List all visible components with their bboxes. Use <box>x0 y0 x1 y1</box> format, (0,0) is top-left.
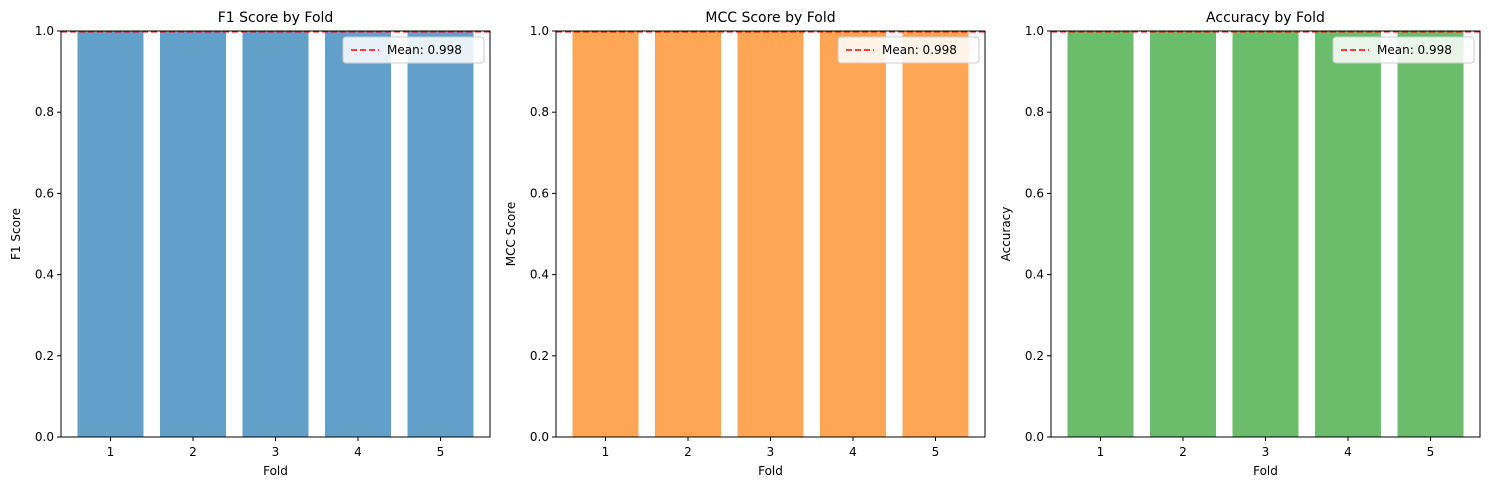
x-tick-label: 4 <box>849 445 857 459</box>
bar-fold-5 <box>407 31 474 437</box>
legend-box <box>342 36 485 64</box>
x-tick-label: 2 <box>1179 445 1187 459</box>
x-axis-label: Fold <box>758 464 783 478</box>
bar-fold-4 <box>325 31 391 437</box>
y-axis-label: F1 Score <box>9 208 23 260</box>
chart-title: F1 Score by Fold <box>218 10 334 26</box>
y-tick-label: 0.2 <box>530 349 549 363</box>
bar-fold-2 <box>655 31 721 437</box>
x-tick-label: 3 <box>272 445 280 459</box>
bar-fold-1 <box>1067 31 1134 437</box>
y-axis-label: MCC Score <box>504 202 518 267</box>
x-axis-label: Fold <box>263 464 288 478</box>
y-tick-label: 0.6 <box>530 186 549 200</box>
bar-fold-4 <box>820 31 886 437</box>
bar-fold-5 <box>902 31 969 437</box>
x-axis-label: Fold <box>1253 464 1278 478</box>
y-tick-label: 0.8 <box>35 105 54 119</box>
legend-box <box>837 36 980 64</box>
x-tick-label: 1 <box>602 445 610 459</box>
legend-box <box>1332 36 1475 64</box>
x-tick-label: 3 <box>1262 445 1270 459</box>
chart-panel-1: 0.0 0.2 0.4 0.6 0.8 1.0 1 2 3 4 5 F1 Score by Fold F… <box>9 10 491 478</box>
y-tick-label: 0.0 <box>1025 430 1044 444</box>
y-tick-label: 1.0 <box>35 24 54 38</box>
y-tick-label: 0.6 <box>1025 186 1044 200</box>
y-tick-label: 0.0 <box>530 430 549 444</box>
x-tick-label: 2 <box>684 445 692 459</box>
legend: Mean: 0.998 <box>342 36 485 64</box>
y-tick-label: 0.4 <box>530 268 549 282</box>
legend: Mean: 0.998 <box>837 36 980 64</box>
y-tick-label: 0.4 <box>1025 268 1044 282</box>
x-tick-label: 4 <box>354 445 362 459</box>
legend-label: Mean: 0.998 <box>882 43 957 57</box>
bar-fold-3 <box>737 31 804 437</box>
y-tick-label: 0.8 <box>530 105 549 119</box>
x-tick-label: 2 <box>189 445 197 459</box>
y-tick-label: 1.0 <box>530 24 549 38</box>
y-tick-label: 0.4 <box>35 268 54 282</box>
bar-fold-2 <box>1150 31 1216 437</box>
bar-fold-3 <box>242 31 309 437</box>
y-tick-label: 0.2 <box>1025 349 1044 363</box>
y-tick-label: 0.2 <box>35 349 54 363</box>
x-tick-label: 5 <box>1427 445 1435 459</box>
y-axis-label: Accuracy <box>999 207 1013 262</box>
bar-fold-5 <box>1397 31 1464 437</box>
x-tick-label: 5 <box>932 445 940 459</box>
chart-title: Accuracy by Fold <box>1206 10 1325 26</box>
chart-panel-3: 0.0 0.2 0.4 0.6 0.8 1.0 1 2 3 4 5 Accuracy by Fold F… <box>999 10 1481 478</box>
bar-fold-1 <box>77 31 144 437</box>
legend: Mean: 0.998 <box>1332 36 1475 64</box>
legend-label: Mean: 0.998 <box>1377 43 1452 57</box>
y-tick-label: 0.0 <box>35 430 54 444</box>
legend-label: Mean: 0.998 <box>387 43 462 57</box>
y-tick-label: 1.0 <box>1025 24 1044 38</box>
x-tick-label: 4 <box>1344 445 1352 459</box>
bar-fold-1 <box>572 31 639 437</box>
x-tick-label: 1 <box>1097 445 1105 459</box>
x-tick-label: 5 <box>437 445 445 459</box>
bar-fold-4 <box>1315 31 1381 437</box>
bar-fold-2 <box>160 31 226 437</box>
chart-title: MCC Score by Fold <box>705 10 835 26</box>
x-tick-label: 1 <box>107 445 115 459</box>
x-tick-label: 3 <box>767 445 775 459</box>
y-tick-label: 0.8 <box>1025 105 1044 119</box>
y-tick-label: 0.6 <box>35 186 54 200</box>
chart-panel-2: 0.0 0.2 0.4 0.6 0.8 1.0 1 2 3 4 5 MCC Score by Fold… <box>504 10 986 478</box>
bar-fold-3 <box>1232 31 1299 437</box>
